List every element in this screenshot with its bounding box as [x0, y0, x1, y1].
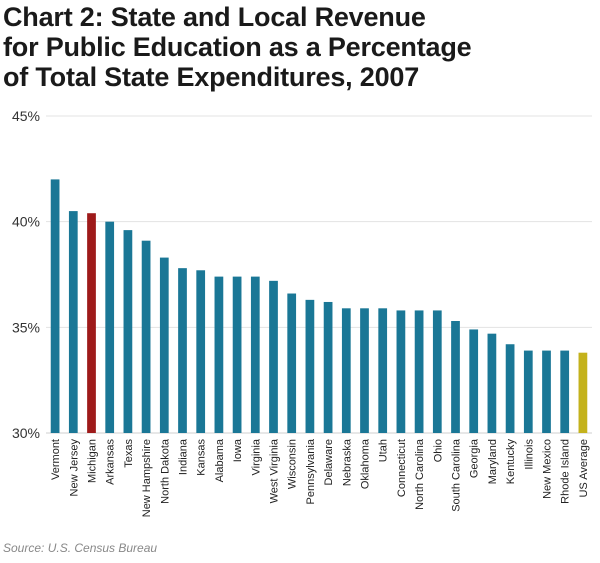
x-label-georgia: Georgia — [469, 438, 481, 478]
bar-alabama — [214, 276, 224, 433]
bar-us-average — [578, 352, 588, 433]
x-label-rhode-island: Rhode Island — [560, 439, 572, 504]
x-label-north-carolina: North Carolina — [414, 438, 426, 510]
bar-michigan — [87, 213, 96, 433]
bar-illinois — [523, 350, 533, 433]
bar-new-mexico — [542, 350, 551, 433]
chart-title-line-1: Chart 2: State and Local Revenue — [3, 2, 426, 32]
y-tick-label-35: 35% — [12, 319, 40, 335]
bar-new-hampshire — [141, 240, 151, 433]
bar-iowa — [232, 276, 242, 433]
bar-kentucky — [505, 344, 515, 433]
x-label-delaware: Delaware — [323, 439, 335, 485]
bar-indiana — [178, 268, 187, 433]
y-tick-label-45: 45% — [12, 108, 40, 124]
bar-delaware — [323, 301, 333, 433]
bar-pennsylvania — [305, 299, 315, 433]
bar-georgia — [469, 329, 479, 433]
bar-wisconsin — [287, 293, 297, 433]
bar-texas — [123, 230, 133, 433]
x-label-wisconsin: Wisconsin — [287, 439, 299, 489]
bar-north-dakota — [159, 257, 169, 433]
bar-kansas — [196, 270, 206, 433]
bars — [50, 179, 588, 433]
bar-virginia — [250, 276, 260, 433]
gridlines — [46, 115, 592, 434]
bar-utah — [378, 308, 388, 433]
x-label-connecticut: Connecticut — [396, 439, 408, 497]
x-label-alabama: Alabama — [214, 438, 226, 482]
y-tick-label-40: 40% — [12, 214, 40, 230]
bar-nebraska — [341, 308, 351, 433]
chart-title: Chart 2: State and Local Revenue for Pub… — [3, 2, 593, 92]
x-label-us-average: US Average — [578, 439, 590, 498]
bar-oklahoma — [360, 308, 369, 433]
chart-title-line-3: of Total State Expenditures, 2007 — [3, 62, 420, 92]
x-label-maryland: Maryland — [487, 439, 499, 484]
x-label-illinois: Illinois — [523, 439, 535, 470]
bar-west-virginia — [269, 280, 278, 433]
x-label-new-jersey: New Jersey — [68, 439, 80, 497]
x-label-nebraska: Nebraska — [341, 438, 353, 486]
bar-ohio — [432, 310, 442, 433]
x-axis-category-labels: Vermont New Jersey Michigan Arkansas Texas Ne… — [50, 438, 590, 517]
x-label-new-mexico: New Mexico — [542, 439, 554, 499]
x-label-south-carolina: South Carolina — [451, 438, 463, 512]
x-label-arkansas: Arkansas — [105, 439, 117, 485]
bar-connecticut — [396, 310, 406, 433]
x-label-kansas: Kansas — [196, 439, 208, 476]
x-label-pennsylvania: Pennsylvania — [305, 438, 317, 504]
x-label-iowa: Iowa — [232, 438, 244, 462]
bar-vermont — [50, 179, 60, 433]
bar-maryland — [487, 333, 497, 433]
source-note: Source: U.S. Census Bureau — [3, 541, 158, 555]
x-label-west-virginia: West Virginia — [269, 438, 281, 503]
y-axis-ticks: 30% 35% 40% 45% — [12, 108, 40, 441]
bar-north-carolina — [414, 310, 424, 433]
x-label-utah: Utah — [378, 439, 390, 462]
bar-arkansas — [105, 221, 115, 433]
y-tick-label-30: 30% — [12, 425, 40, 441]
bar-rhode-island — [560, 350, 570, 433]
x-label-texas: Texas — [123, 439, 135, 468]
x-label-new-hampshire: New Hampshire — [141, 439, 153, 517]
x-label-vermont: Vermont — [50, 439, 62, 480]
bar-south-carolina — [451, 320, 460, 433]
x-label-north-dakota: North Dakota — [159, 438, 171, 504]
x-label-michigan: Michigan — [87, 439, 99, 483]
x-label-oklahoma: Oklahoma — [360, 438, 372, 489]
x-label-indiana: Indiana — [178, 438, 190, 475]
x-label-ohio: Ohio — [432, 439, 444, 462]
x-label-kentucky: Kentucky — [505, 439, 517, 485]
x-label-virginia: Virginia — [250, 438, 262, 475]
bar-new-jersey — [68, 211, 78, 433]
chart-title-line-2: for Public Education as a Percentage — [3, 32, 472, 62]
